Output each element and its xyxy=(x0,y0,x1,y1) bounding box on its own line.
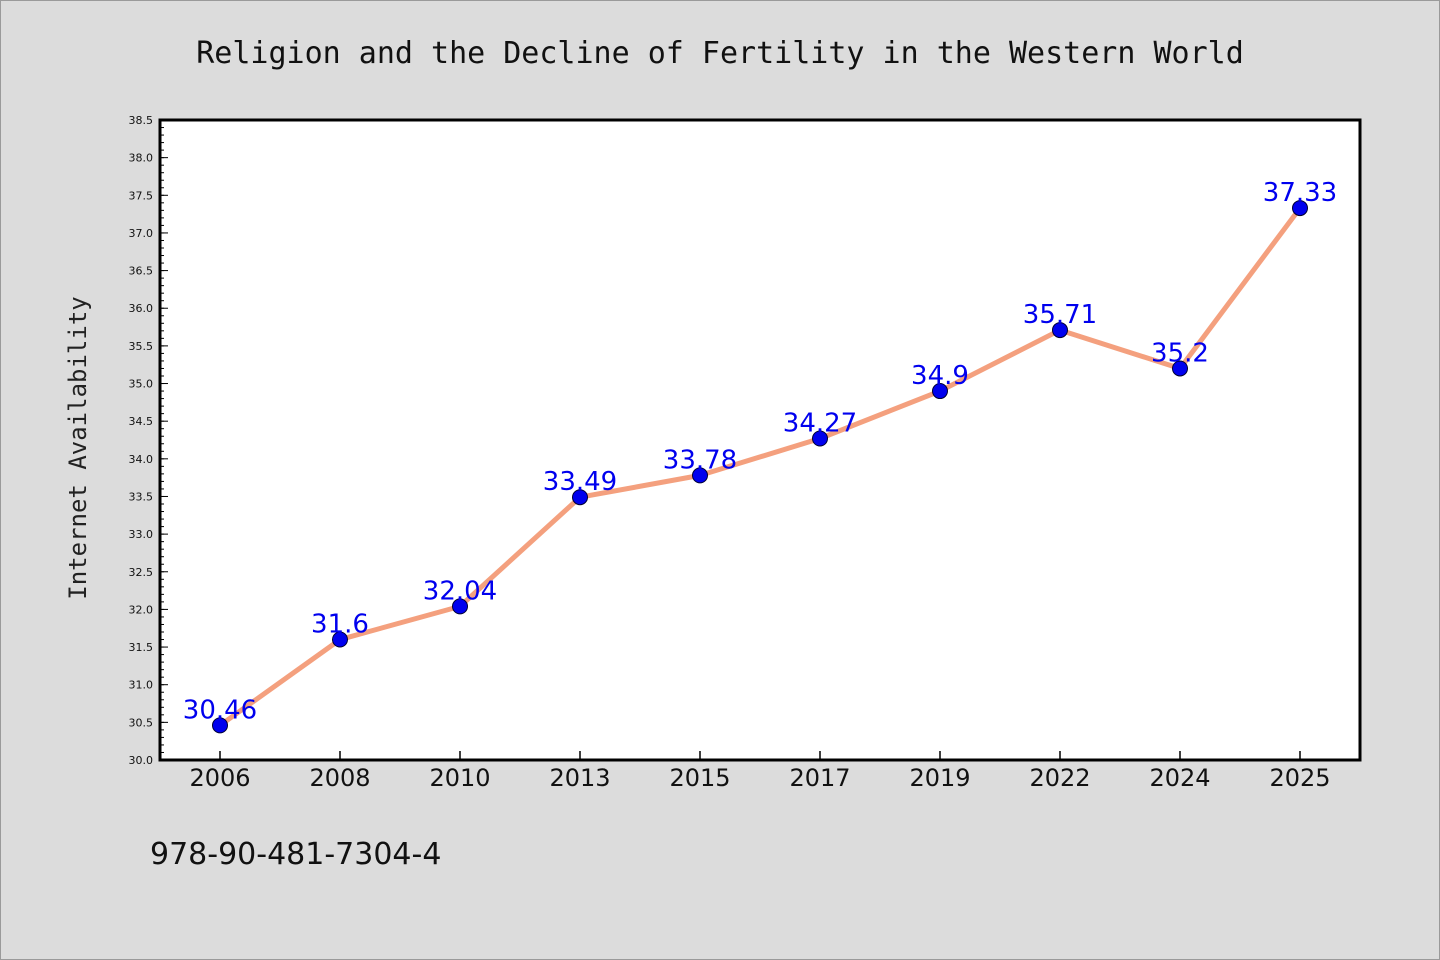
data-label: 32.04 xyxy=(423,576,497,606)
y-tick-label: 36.5 xyxy=(129,265,154,278)
data-label: 37.33 xyxy=(1263,178,1337,208)
y-tick-label: 37.0 xyxy=(129,227,154,240)
data-label: 35.71 xyxy=(1023,300,1097,330)
x-tick-label: 2019 xyxy=(909,764,970,792)
y-tick-label: 36.0 xyxy=(129,302,154,315)
y-tick-label: 35.0 xyxy=(129,378,154,391)
data-point xyxy=(1292,200,1308,217)
x-tick-label: 2015 xyxy=(669,764,730,792)
x-tick-label: 2006 xyxy=(189,764,250,792)
data-label: 33.78 xyxy=(663,445,737,475)
data-label: 34.27 xyxy=(783,408,857,438)
series-line xyxy=(218,206,1303,728)
data-point xyxy=(572,489,588,506)
y-tick-label: 30.5 xyxy=(129,716,154,729)
y-tick-label: 35.5 xyxy=(129,340,154,353)
y-tick-label: 38.5 xyxy=(129,114,154,127)
y-tick-label: 32.5 xyxy=(129,566,154,579)
y-tick-label: 33.5 xyxy=(129,490,154,503)
data-point xyxy=(212,717,228,734)
y-tick-label: 30.0 xyxy=(129,754,154,767)
data-points xyxy=(212,200,1308,734)
data-point xyxy=(1052,322,1068,339)
data-point xyxy=(1172,360,1188,377)
x-tick-label: 2025 xyxy=(1269,764,1330,792)
footer-isbn: 978-90-481-7304-4 xyxy=(150,837,441,872)
y-tick-label: 32.0 xyxy=(129,603,154,616)
y-axis-label: Internet Availability xyxy=(64,296,92,599)
x-tick-label: 2022 xyxy=(1029,764,1090,792)
y-tick-label: 31.5 xyxy=(129,641,154,654)
x-tick-label: 2017 xyxy=(789,764,850,792)
data-label: 30.46 xyxy=(183,695,257,725)
data-label: 34.9 xyxy=(911,361,969,391)
plot-area xyxy=(158,118,1362,762)
data-point xyxy=(692,467,708,484)
x-tick-label: 2010 xyxy=(429,764,490,792)
x-axis-ticks: 2006 2008 2010 2013 2015 2017 2019 2022 2024 2025 xyxy=(189,751,1331,792)
data-point xyxy=(452,598,468,615)
data-label: 35.2 xyxy=(1151,338,1209,368)
data-point xyxy=(332,631,348,648)
x-tick-label: 2013 xyxy=(549,764,610,792)
y-tick-label: 34.5 xyxy=(129,415,154,428)
data-point xyxy=(812,430,828,447)
y-tick-label: 37.5 xyxy=(129,189,154,202)
y-axis-ticks: 30.0 30.5 31.0 31.5 32.0 32.5 33.0 33.5 34.0 34.5… xyxy=(129,114,168,767)
y-tick-label: 34.0 xyxy=(129,453,154,466)
data-labels: 30.46 31.6 32.04 33.49 33.78 34.27 34.9 35.71 35… xyxy=(183,178,1337,725)
x-tick-label: 2008 xyxy=(309,764,370,792)
data-label: 31.6 xyxy=(311,610,369,640)
y-tick-label: 33.0 xyxy=(129,528,154,541)
y-tick-label: 31.0 xyxy=(129,679,154,692)
data-label: 33.49 xyxy=(543,467,617,497)
chart-title: Religion and the Decline of Fertility in… xyxy=(196,36,1244,71)
x-tick-label: 2024 xyxy=(1149,764,1210,792)
y-tick-label: 38.0 xyxy=(129,152,154,165)
data-point xyxy=(932,383,948,400)
